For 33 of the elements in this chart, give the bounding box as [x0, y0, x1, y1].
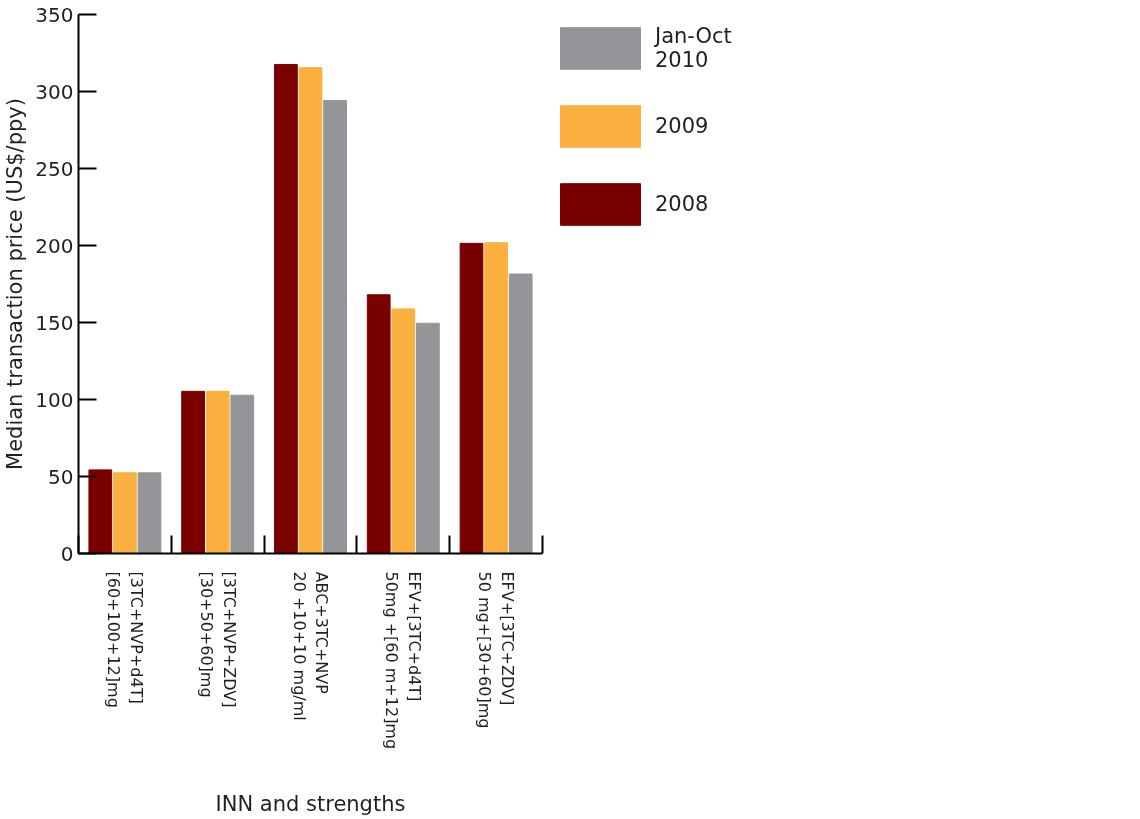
- y-axis-title: Median transaction price (US$/ppy): [3, 98, 28, 470]
- x-axis-title: INN and strengths: [215, 792, 406, 817]
- bar: [298, 67, 323, 554]
- bar: [205, 390, 230, 554]
- y-tick-label: 0: [60, 541, 74, 566]
- bar: [416, 322, 440, 554]
- bar: [323, 99, 347, 554]
- legend-label: Jan-Oct 2010: [655, 24, 732, 72]
- y-tick-label: 150: [35, 310, 74, 335]
- legend-label: 2009: [655, 114, 709, 138]
- bar: [137, 472, 162, 554]
- y-tick-label: 250: [35, 156, 74, 181]
- y-tick-label: 300: [35, 79, 74, 104]
- legend-label: 2008: [655, 192, 709, 216]
- bar: [88, 469, 113, 554]
- x-tick-label: EFV+[3TC+ZDV] 50 mg+[30+60]mg: [475, 571, 517, 729]
- bar: [366, 294, 391, 554]
- bar: [484, 242, 508, 554]
- bar: [230, 394, 255, 554]
- x-tick-label: ABC+3TC+NVP 20 +10+10 mg/ml: [289, 571, 332, 721]
- y-tick-label: 100: [35, 387, 74, 412]
- bar: [391, 308, 416, 554]
- bar: [181, 390, 205, 554]
- bar: [113, 472, 137, 554]
- y-tick-label: 50: [48, 464, 74, 489]
- x-tick-label: EFV+[3TC+d4T] 50mg +[60 m+12]mg: [382, 571, 425, 750]
- y-tick-label: 350: [35, 2, 74, 27]
- bar: [508, 273, 533, 554]
- x-tick-label: [3TC+NVP+ZDV] [30+50+60]mg: [196, 571, 239, 708]
- bar: [459, 242, 484, 554]
- x-tick-label: [3TC+NVP+d4T] [60+100+12]mg: [104, 571, 146, 708]
- y-tick-label: 200: [35, 233, 74, 258]
- bar: [274, 64, 298, 554]
